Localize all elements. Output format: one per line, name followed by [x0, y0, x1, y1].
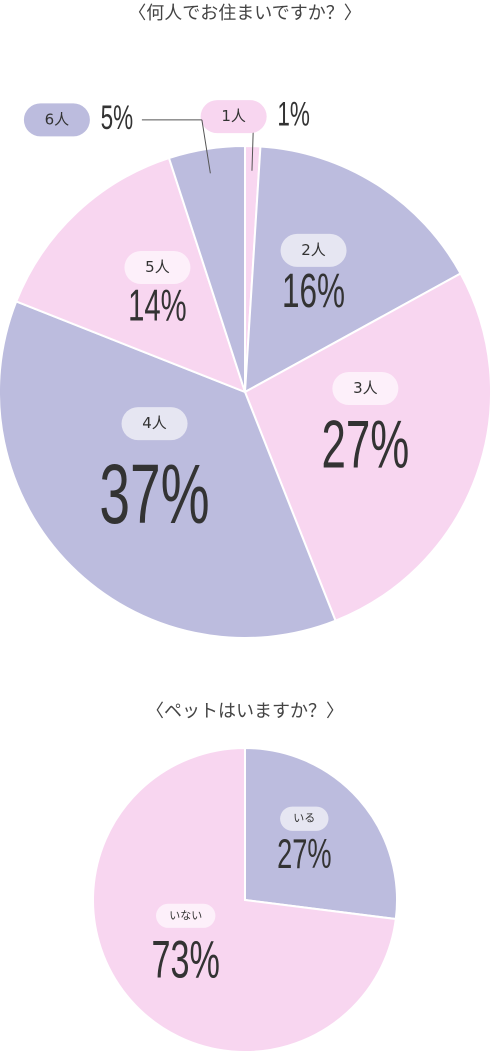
value-label: 37% [99, 447, 209, 542]
category-label: 1人 [221, 107, 246, 125]
pie-slice [92, 746, 397, 1053]
pie-slice [243, 145, 462, 394]
value-label: 1% [277, 96, 310, 134]
category-label: いない [169, 909, 202, 922]
category-label: 6人 [45, 110, 70, 128]
label-pill [156, 903, 216, 928]
label-pill [280, 806, 329, 831]
pie-slice [243, 272, 491, 623]
chart-title: 〈何人でお住まいですか？〉 [128, 3, 361, 24]
leader-line [201, 119, 211, 174]
value-label: 73% [151, 931, 219, 989]
category-label: いる [293, 812, 315, 825]
label-pill [124, 251, 191, 285]
category-label: 3人 [353, 379, 378, 397]
value-label: 16% [282, 263, 345, 317]
value-label: 27% [277, 831, 331, 877]
label-pill [332, 372, 399, 406]
label-pill [200, 100, 267, 134]
pie-slice [244, 746, 398, 921]
category-label: 5人 [145, 258, 170, 276]
category-label: 4人 [142, 414, 167, 432]
value-label: 5% [101, 99, 134, 137]
value-label: 27% [321, 408, 409, 483]
label-pill [121, 407, 188, 441]
value-label: 14% [128, 281, 187, 331]
category-label: 2人 [301, 241, 326, 259]
label-pill [280, 233, 347, 267]
label-pill [23, 103, 90, 137]
chart-title: 〈ペットはいますか？〉 [146, 701, 344, 722]
pie-slice [0, 300, 337, 639]
